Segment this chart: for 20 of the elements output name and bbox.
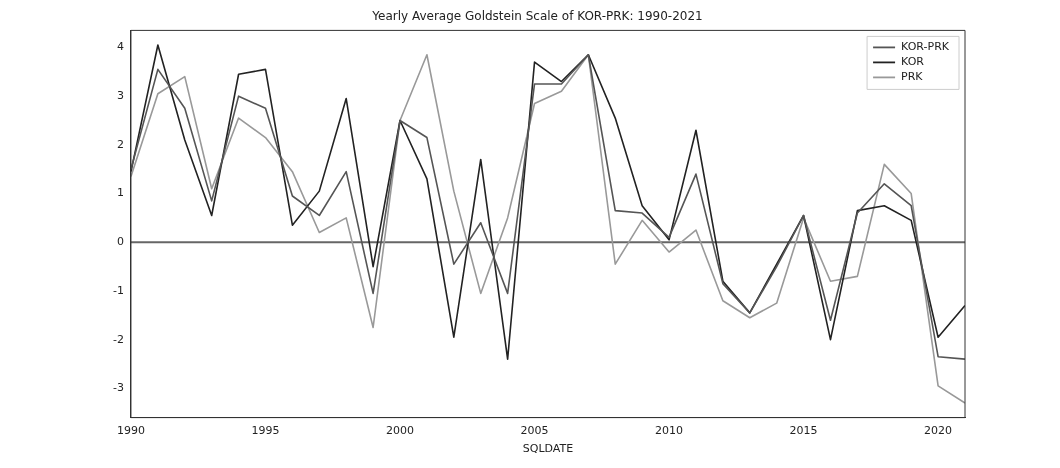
y-tick-label: 0 <box>116 235 124 249</box>
x-axis-title: SQLDATE <box>522 442 574 456</box>
x-tick-label: 2015 <box>789 424 818 438</box>
x-tick-label: 2000 <box>386 424 415 438</box>
chart-title: Yearly Average Goldstein Scale of KOR-PRK: 1990-2021 <box>371 9 703 24</box>
x-tick-label: 1990 <box>116 424 145 438</box>
y-tick-label: 1 <box>116 186 124 200</box>
legend-label: KOR <box>901 55 925 69</box>
y-tick-label: -3 <box>113 381 124 395</box>
y-tick-label: -1 <box>113 283 124 297</box>
y-tick-label: 2 <box>116 137 124 151</box>
x-tick-label: 2020 <box>924 424 953 438</box>
y-tick-label: 3 <box>116 89 124 103</box>
x-tick-label: 1995 <box>251 424 280 438</box>
x-tick-label: 2010 <box>655 424 684 438</box>
legend-label: PRK <box>901 70 924 84</box>
legend-label: KOR-PRK <box>901 40 950 54</box>
y-tick-label: 4 <box>116 40 124 54</box>
y-tick-label: -2 <box>113 332 124 346</box>
x-tick-label: 2005 <box>520 424 549 438</box>
